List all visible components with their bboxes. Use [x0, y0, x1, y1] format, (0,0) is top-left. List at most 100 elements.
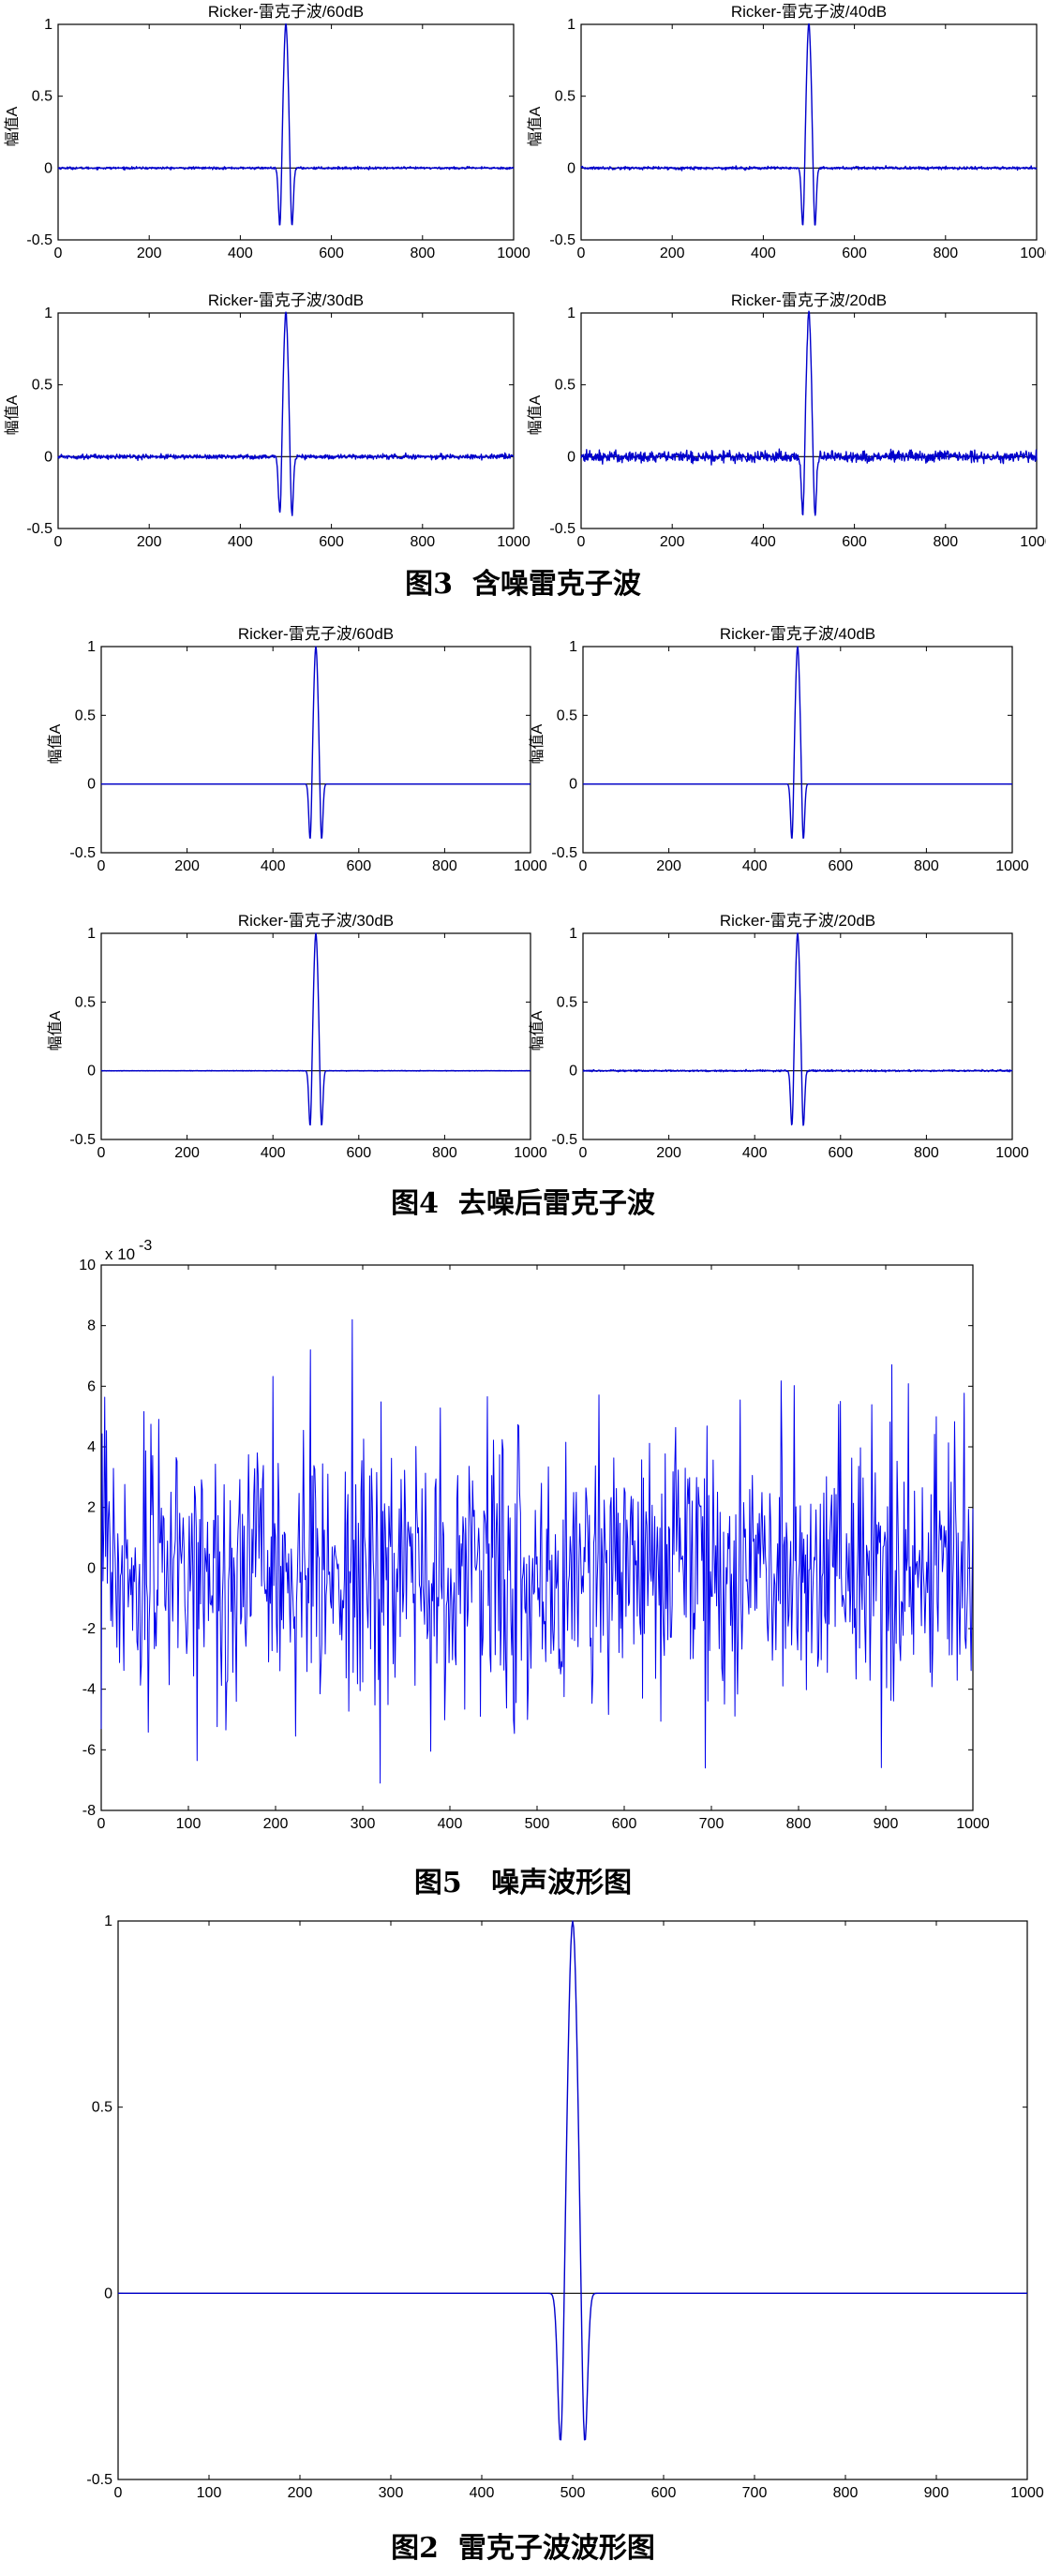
y-tick-label: 4: [87, 1439, 96, 1455]
wavelet-series-line: [100, 932, 531, 1126]
plot-frame: [100, 932, 531, 1140]
x-tick-label: 1000: [514, 858, 547, 874]
chart-noise-waveform: 0 100 200 300 400 500 600 700 800 900 1000 -8 -6 -4 -2…: [56, 1237, 994, 1846]
x-tick-label: 800: [432, 1145, 457, 1161]
x-tick-label: 500: [525, 1816, 550, 1832]
y-tick-label: 0: [567, 160, 575, 176]
x-tick-label: 400: [742, 1145, 768, 1161]
x-tick-label: 0: [97, 1145, 106, 1161]
x-tick-label: 800: [432, 858, 457, 874]
x-tick-label: 400: [261, 1145, 286, 1161]
x-tick-label: 1000: [497, 534, 530, 550]
y-tick-label: 0: [569, 777, 577, 793]
y-tick-label: 0.5: [557, 994, 577, 1010]
y-tick-label: -0.5: [69, 845, 96, 861]
y-tick-label: 10: [79, 1258, 96, 1273]
x-tick-label: 400: [742, 858, 768, 874]
y-axis-label: 幅值A: [4, 106, 21, 146]
x-tick-label: 600: [346, 1145, 371, 1161]
chart-denoised-40db: Ricker-雷克子波/40dB 幅值A 0 200 400 600 800 1000 -0.5…: [529, 618, 1029, 881]
x-tick-label: 800: [933, 246, 958, 261]
x-tick-label: 700: [699, 1816, 725, 1832]
x-tick-label: 400: [228, 246, 253, 261]
chart-svg: 0 100 200 300 400 500 600 700 800 900 1000-0.500.5…: [86, 1913, 1043, 2501]
chart-ricker-waveform: 0 100 200 300 400 500 600 700 800 900 1000 -0.5 0 0.5…: [86, 1906, 1043, 2515]
x-tick-label: 0: [114, 2485, 123, 2501]
chart-title: Ricker-雷克子波/40dB: [720, 625, 875, 643]
y-tick-label: 0.5: [32, 89, 52, 105]
x-tick-label: 0: [54, 534, 63, 550]
y-axis-label: 幅值A: [47, 1010, 64, 1050]
chart-title: Ricker-雷克子波/60dB: [238, 625, 394, 643]
plot-frame: [580, 312, 1038, 529]
y-tick-label: 1: [569, 639, 577, 655]
x-tick-label: 800: [410, 246, 435, 261]
x-tick-label: 200: [263, 1816, 289, 1832]
x-tick-label: 400: [751, 534, 776, 550]
plot-frame: [100, 646, 531, 854]
y-tick-label: 0.5: [75, 994, 96, 1010]
x-tick-label: 100: [176, 1816, 202, 1832]
chart-svg: Ricker-雷克子波/30dB 幅值A 0 200 400 600 800 1000 -0.5…: [47, 912, 547, 1161]
x-tick-label: 0: [577, 534, 586, 550]
y-tick-label: -0.5: [26, 521, 52, 537]
x-tick-label: 900: [924, 2485, 949, 2501]
chart-title: Ricker-雷克子波/30dB: [238, 912, 394, 930]
wavelet-series-line: [57, 22, 515, 226]
y-tick-label: 0.5: [555, 89, 575, 105]
chart-svg: Ricker-雷克子波/20dB 幅值A 0 200 400 600 800 1000 -0.5…: [529, 912, 1029, 1161]
plot-frame: [57, 23, 515, 241]
x-tick-label: 1000: [995, 1145, 1029, 1161]
x-tick-label: 400: [228, 534, 253, 550]
x-tick-label: 400: [438, 1816, 463, 1832]
y-tick-label: 0.5: [92, 2100, 112, 2116]
y-tick-label: 0.5: [557, 707, 577, 723]
x-tick-label: 800: [933, 534, 958, 550]
x-tick-label: 300: [351, 1816, 376, 1832]
wavelet-series-line: [582, 646, 1013, 840]
x-tick-label: 0: [579, 1145, 588, 1161]
y-tick-label: -4: [82, 1682, 96, 1698]
chart-svg: 0 100 200 300 400 500 600 700 800 900 1000-8-6-4-2…: [79, 1238, 990, 1832]
x-tick-label: 800: [410, 534, 435, 550]
y-tick-label: 0: [87, 1560, 96, 1576]
y-tick-label: 0: [104, 2286, 112, 2301]
y-tick-label: 0.5: [32, 378, 52, 394]
plot-frame: [117, 1920, 1028, 2480]
y-axis-label: 幅值A: [527, 106, 544, 146]
y-axis-label: 幅值A: [529, 1010, 545, 1050]
x-tick-label: 200: [137, 534, 162, 550]
y-tick-label: 8: [87, 1318, 96, 1334]
x-tick-label: 600: [346, 858, 371, 874]
x-tick-label: 0: [579, 858, 588, 874]
chart-svg: Ricker-雷克子波/40dB 幅值A 0 200 400 600 800 1000 -0.5…: [527, 3, 1046, 261]
y-tick-label: 0.5: [75, 707, 96, 723]
x-tick-label: 400: [261, 858, 286, 874]
y-tick-label: -2: [82, 1621, 96, 1637]
x-tick-label: 700: [742, 2485, 768, 2501]
plot-frame: [57, 312, 515, 529]
y-tick-label: -0.5: [26, 232, 52, 248]
y-tick-label: 1: [87, 639, 96, 655]
y-tick-label: 1: [567, 305, 575, 321]
chart-noisy-30db: Ricker-雷克子波/30dB 幅值A 0 200 400 600 800 1000 -0.5…: [0, 289, 530, 560]
y-tick-label: 1: [44, 17, 52, 33]
chart-svg: Ricker-雷克子波/20dB 幅值A 0 200 400 600 800 1000 -0.5…: [527, 291, 1046, 550]
y-tick-label: 0: [44, 160, 52, 176]
x-tick-label: 100: [197, 2485, 222, 2501]
x-tick-label: 200: [660, 246, 685, 261]
plot-frame: [582, 646, 1013, 854]
x-tick-label: 0: [54, 246, 63, 261]
x-tick-label: 1000: [956, 1816, 990, 1832]
x-tick-label: 600: [842, 534, 867, 550]
x-tick-label: 0: [577, 246, 586, 261]
chart-svg: Ricker-雷克子波/60dB 幅值A 0 200 400 600 800 1000 -0.5…: [47, 625, 547, 874]
noise-series-line: [100, 1318, 974, 1784]
x-tick-label: 600: [842, 246, 867, 261]
x-tick-label: 800: [833, 2485, 859, 2501]
chart-title: Ricker-雷克子波/60dB: [208, 3, 364, 21]
x-tick-label: 200: [137, 246, 162, 261]
y-tick-label: 0: [567, 449, 575, 465]
x-tick-label: 1000: [1010, 2485, 1044, 2501]
chart-title: Ricker-雷克子波/40dB: [731, 3, 887, 21]
